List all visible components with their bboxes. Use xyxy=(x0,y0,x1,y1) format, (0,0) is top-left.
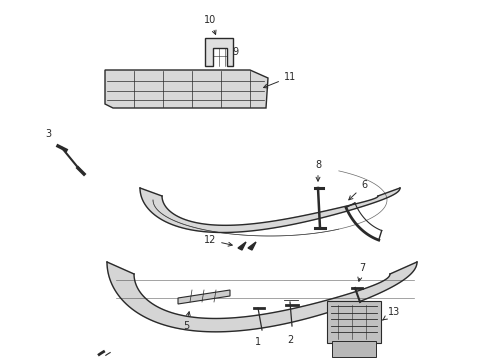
Text: 9: 9 xyxy=(232,47,238,57)
Polygon shape xyxy=(248,242,256,250)
Text: 2: 2 xyxy=(287,335,293,345)
FancyBboxPatch shape xyxy=(332,341,376,357)
Text: 5: 5 xyxy=(183,312,190,331)
Text: 11: 11 xyxy=(264,72,296,88)
Polygon shape xyxy=(205,38,233,66)
Text: 8: 8 xyxy=(315,160,321,181)
Polygon shape xyxy=(107,262,417,332)
Text: 10: 10 xyxy=(204,15,216,35)
Text: 6: 6 xyxy=(349,180,367,200)
Text: 13: 13 xyxy=(383,307,400,320)
Text: 7: 7 xyxy=(358,263,365,281)
Text: 12: 12 xyxy=(204,235,232,246)
Polygon shape xyxy=(140,188,400,233)
Polygon shape xyxy=(178,290,230,304)
Polygon shape xyxy=(238,242,246,250)
FancyBboxPatch shape xyxy=(327,301,381,343)
Text: 3: 3 xyxy=(45,129,51,139)
Text: 4: 4 xyxy=(0,359,1,360)
Polygon shape xyxy=(105,70,268,108)
Text: 1: 1 xyxy=(255,337,261,347)
